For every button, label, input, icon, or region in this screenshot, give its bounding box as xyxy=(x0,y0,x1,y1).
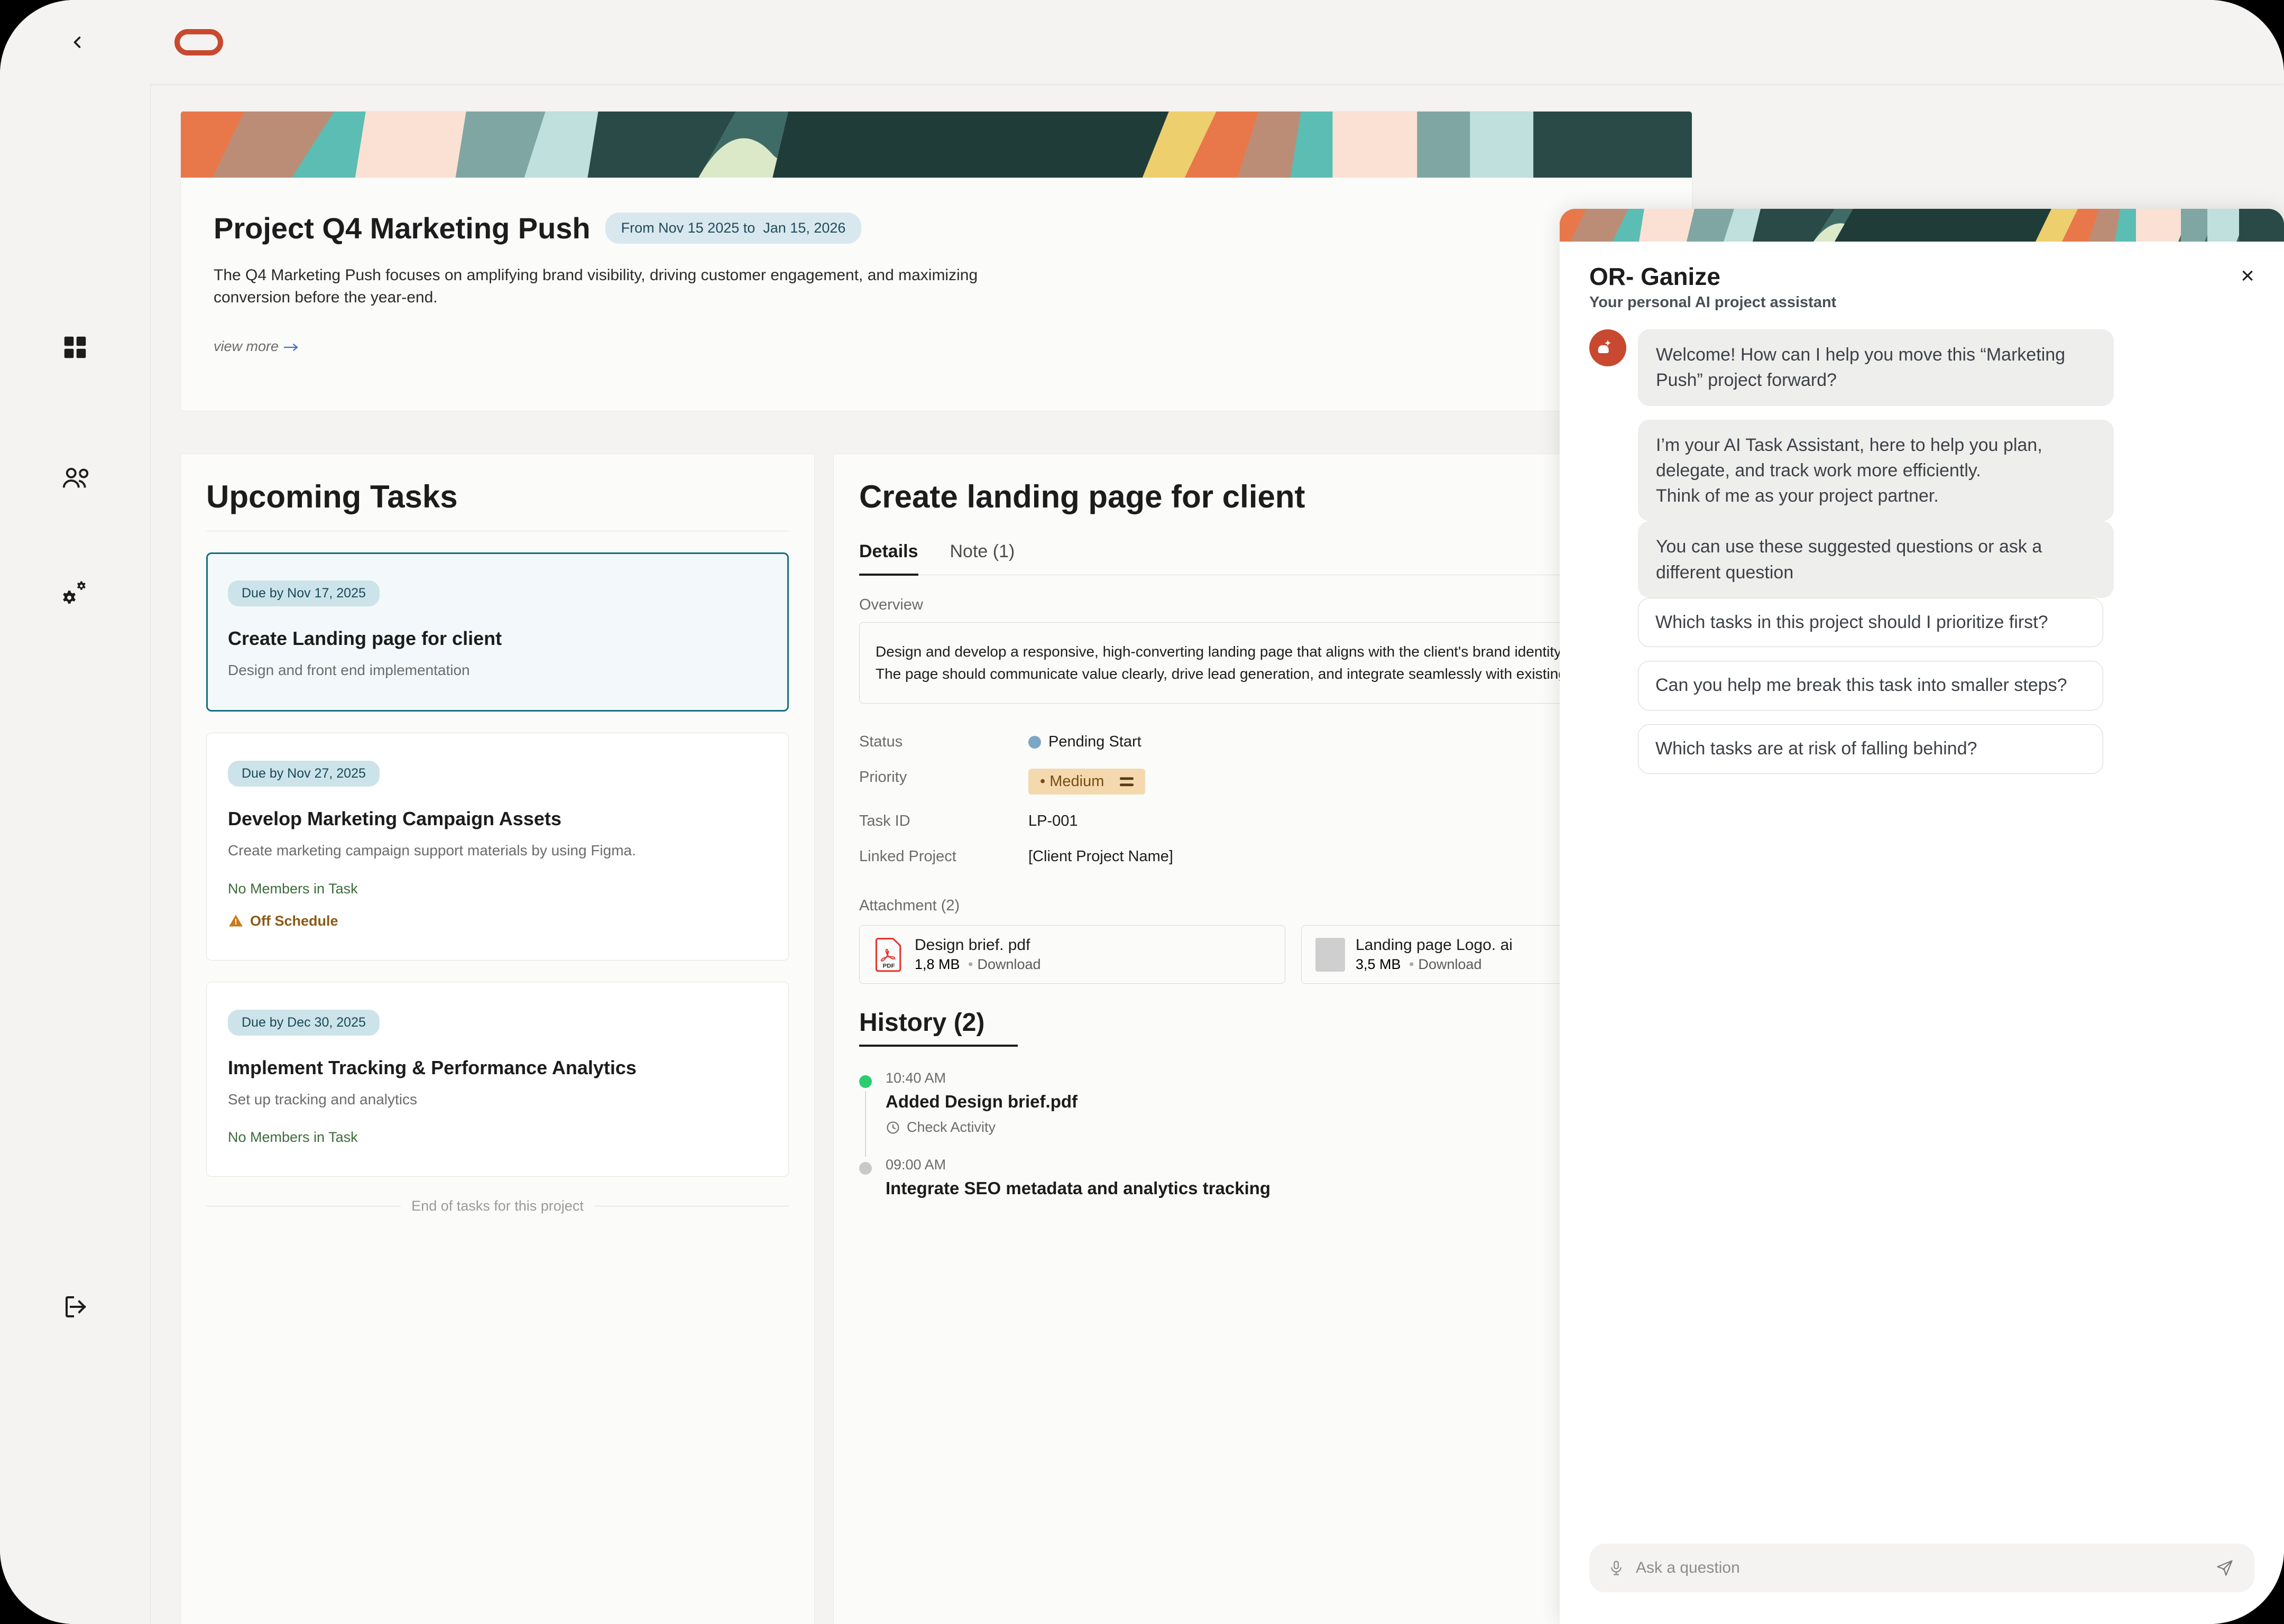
svg-text:PDF: PDF xyxy=(883,963,895,969)
